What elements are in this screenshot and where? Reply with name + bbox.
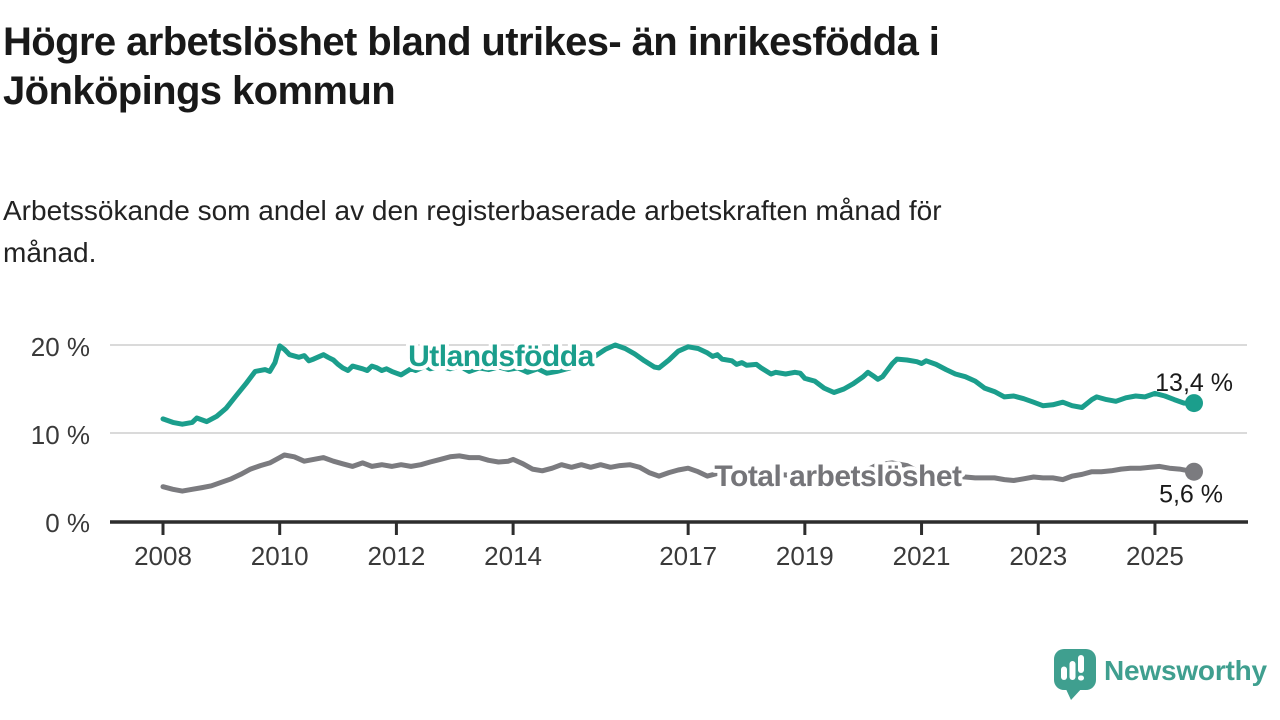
subtitle-line-2: månad. — [3, 237, 97, 268]
series-end-dot-utlandsf-dda — [1185, 394, 1203, 413]
series-label-total-arbetsl-shet: Total arbetslöshet — [714, 460, 962, 493]
logo-bar-1 — [1061, 666, 1067, 680]
x-tick-label-2014: 2014 — [484, 541, 542, 571]
x-tick-label-2021: 2021 — [893, 541, 951, 571]
series-line-utlandsf-dda — [160, 342, 1197, 427]
end-value-label-total-arbetsl-shet: 5,6 % — [1159, 481, 1223, 509]
y-tick-label-0: 0 % — [45, 508, 90, 538]
x-tick-label-2010: 2010 — [251, 541, 309, 571]
brand-name: Newsworthy — [1104, 655, 1267, 686]
logo-exclamation-dot — [1078, 675, 1084, 681]
logo-bar-2 — [1069, 661, 1076, 680]
logo-bubble-tail — [1065, 687, 1083, 700]
series-end-dot-total-arbetsl-shet — [1185, 462, 1203, 481]
newsworthy-bubble-chart-icon — [1054, 649, 1096, 700]
x-tick-label-2023: 2023 — [1009, 541, 1067, 571]
series-label-utlandsf-dda: Utlandsfödda — [408, 340, 594, 373]
logo-exclamation-bar — [1078, 655, 1084, 673]
page-title: Högre arbetslöshet bland utrikes- än inr… — [3, 18, 1273, 116]
subtitle-line-1: Arbetssökande som andel av den registerb… — [3, 195, 942, 226]
chart-subtitle: Arbetssökande som andel av den registerb… — [3, 190, 1223, 274]
y-tick-label-10: 10 % — [31, 420, 90, 450]
series-line-total-arbetsl-shet — [160, 452, 1197, 494]
x-tick-label-2017: 2017 — [659, 541, 717, 571]
end-value-label-utlandsf-dda: 13,4 % — [1155, 369, 1233, 397]
y-tick-label-20: 20 % — [31, 332, 90, 362]
x-tick-label-2012: 2012 — [367, 541, 425, 571]
x-tick-label-2008: 2008 — [134, 541, 192, 571]
title-line-1: Högre arbetslöshet bland utrikes- än inr… — [3, 20, 940, 64]
x-tick-label-2025: 2025 — [1126, 541, 1184, 571]
x-tick-label-2019: 2019 — [776, 541, 834, 571]
title-line-2: Jönköpings kommun — [3, 69, 396, 113]
